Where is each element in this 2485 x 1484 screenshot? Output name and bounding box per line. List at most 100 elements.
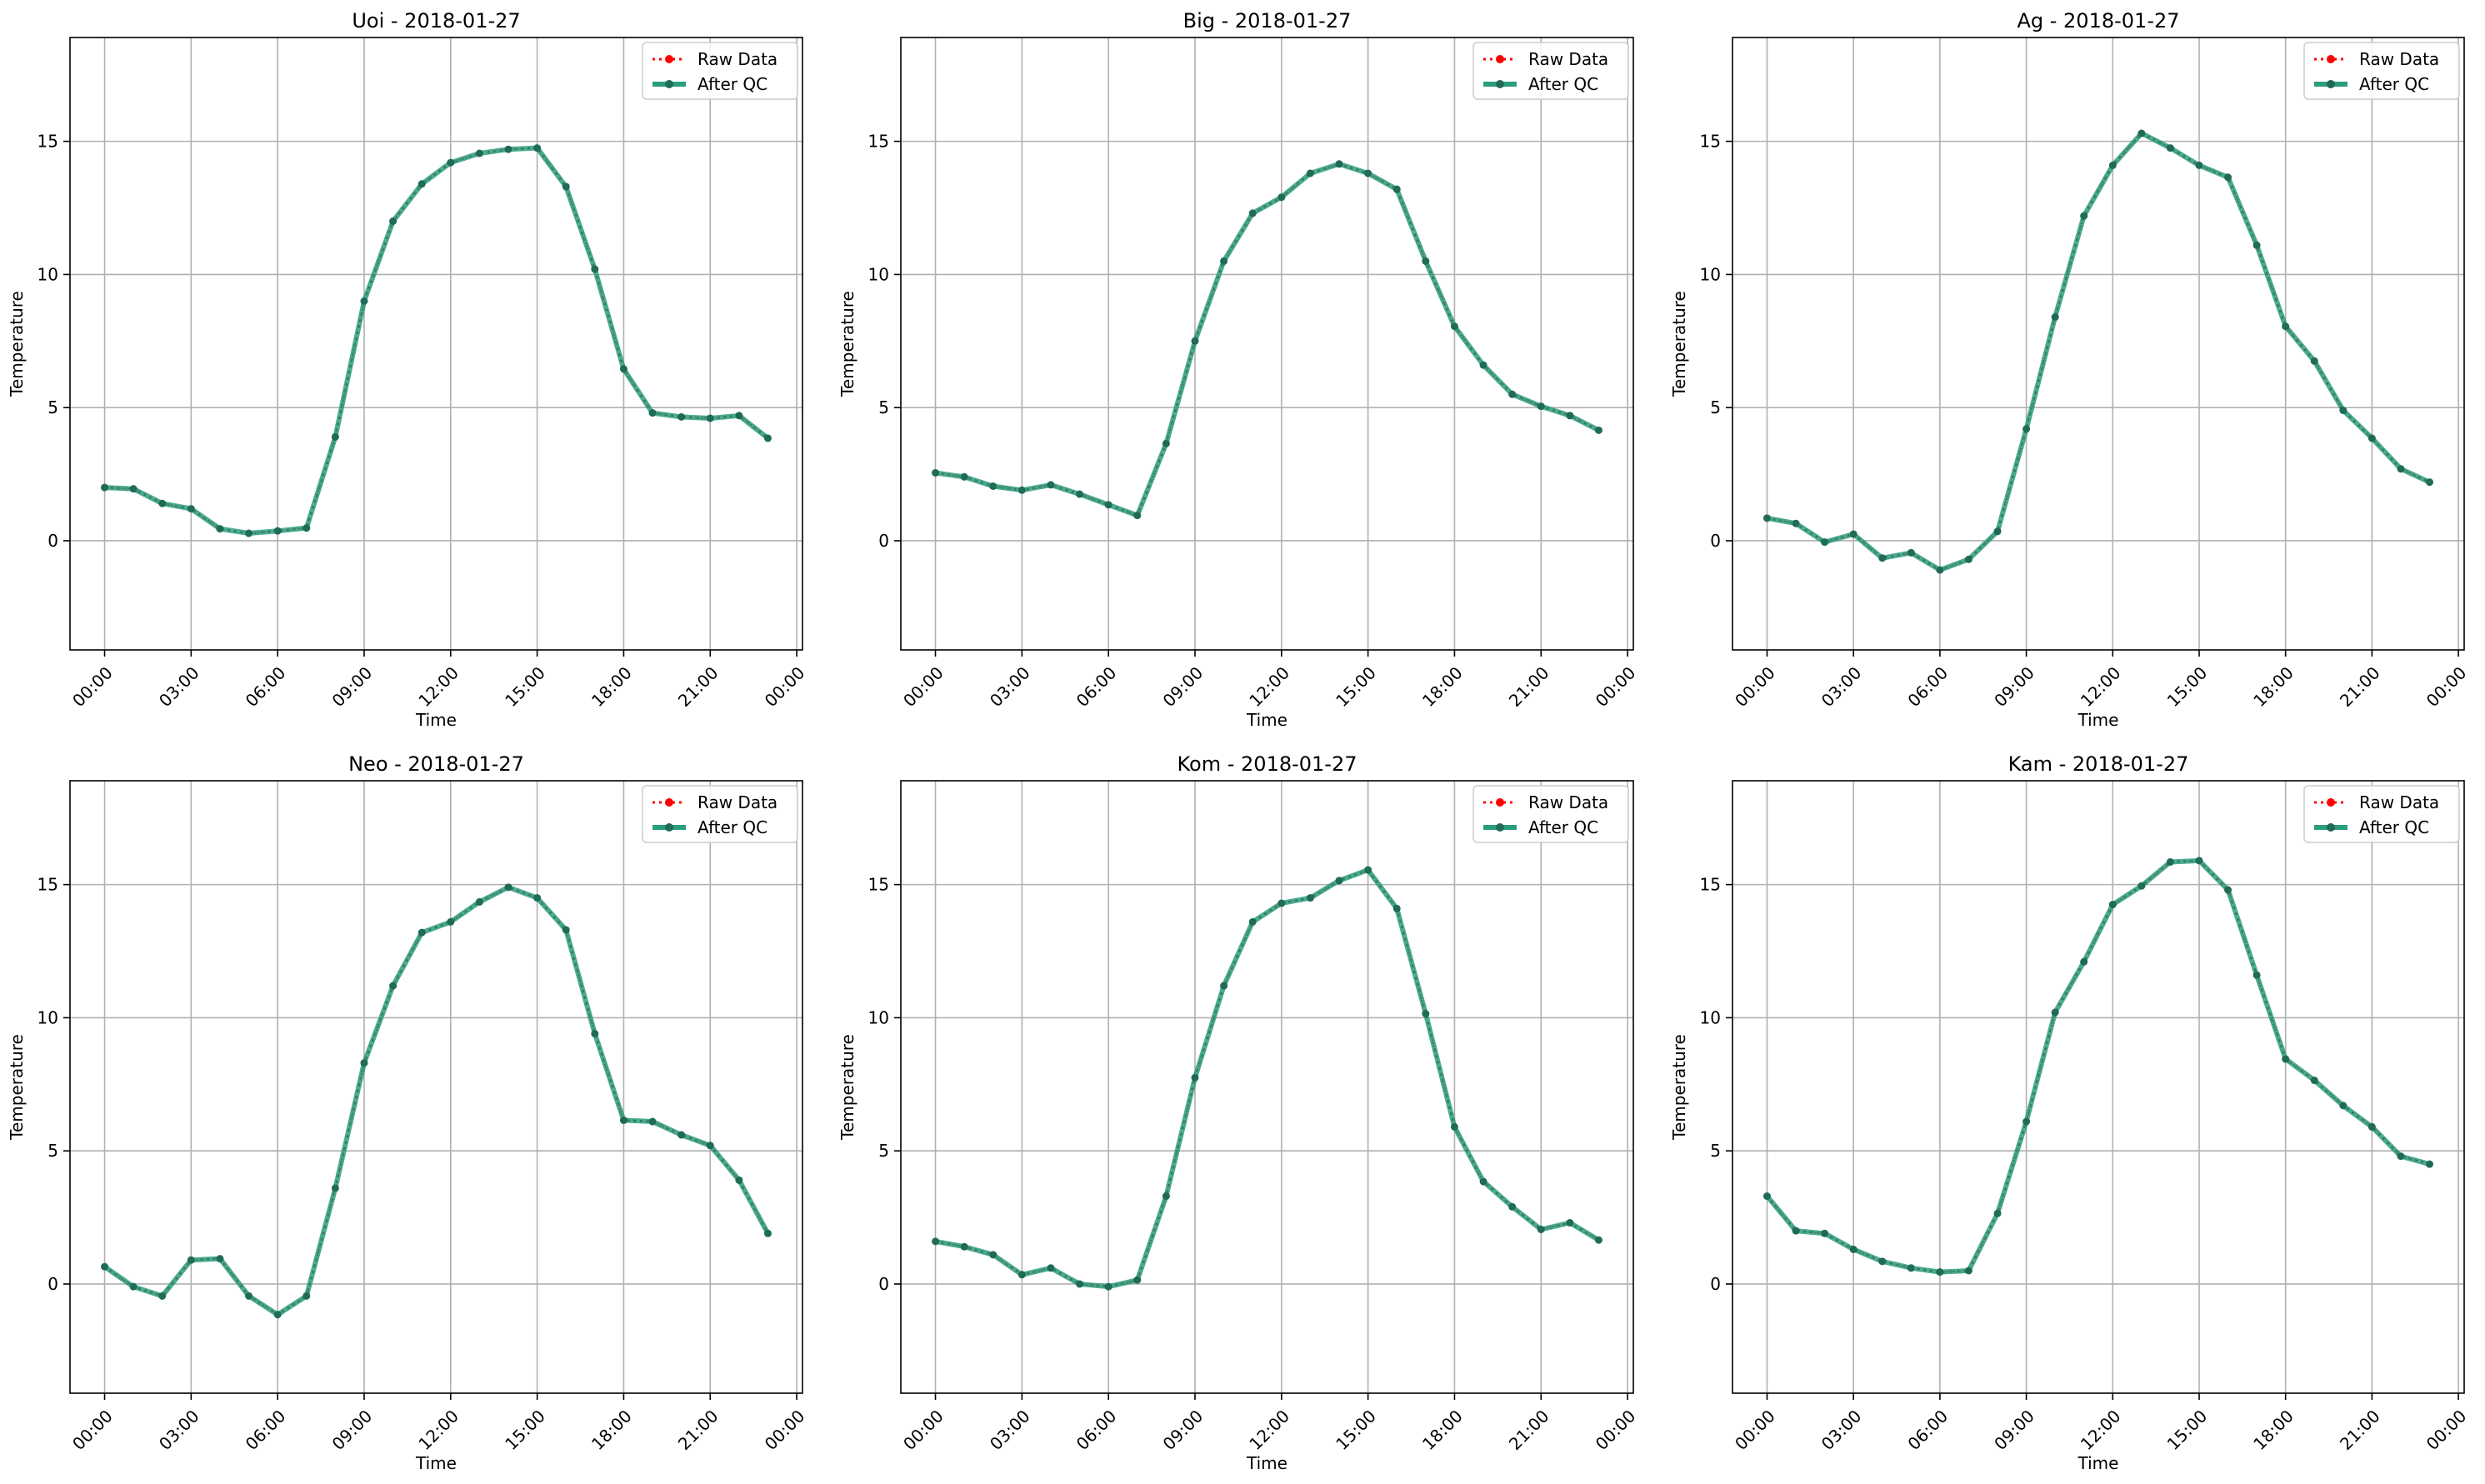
x-tick-label: 00:00 xyxy=(68,1406,117,1454)
x-tick-label: 21:00 xyxy=(2336,1406,2384,1454)
y-axis-label: Temperature xyxy=(1669,291,1689,397)
data-point-qc xyxy=(1821,538,1829,547)
data-point-qc xyxy=(1162,1192,1170,1201)
y-axis-label: Temperature xyxy=(838,291,858,397)
data-point-qc xyxy=(302,524,311,532)
data-point-qc xyxy=(1018,1271,1026,1279)
data-point-qc xyxy=(2426,1160,2434,1168)
x-tick-label: 09:00 xyxy=(328,1406,377,1454)
data-point-qc xyxy=(2195,161,2203,169)
series-line-raw xyxy=(103,886,769,1317)
x-tick-label: 03:00 xyxy=(155,1406,203,1454)
plot-frame xyxy=(1732,780,2465,1394)
series-after-qc xyxy=(1762,857,2434,1277)
x-tick-label: 09:00 xyxy=(1990,1406,2038,1454)
y-tick-label: 5 xyxy=(878,397,889,417)
series-raw-data xyxy=(101,883,772,1318)
legend-marker-raw xyxy=(2327,798,2335,807)
plot-frame xyxy=(69,780,803,1394)
series-line-raw xyxy=(1766,859,2430,1274)
data-point-qc xyxy=(129,1282,138,1291)
data-point-qc xyxy=(2339,1102,2348,1110)
x-tick-label: 12:00 xyxy=(1245,662,1293,711)
data-point-qc xyxy=(504,883,512,892)
y-tick-label: 10 xyxy=(1700,264,1721,284)
series-line-qc xyxy=(104,145,770,536)
y-tick-label: 15 xyxy=(38,132,58,152)
series-line-raw-overlay xyxy=(1766,859,2430,1273)
data-point-qc xyxy=(1133,512,1142,520)
series-after-qc xyxy=(932,866,1602,1291)
legend-marker-raw xyxy=(2327,55,2335,63)
legend-marker-qc xyxy=(2327,823,2335,832)
data-point-qc xyxy=(2138,882,2146,890)
legend-label-qc: After QC xyxy=(1528,74,1598,94)
y-tick-label: 10 xyxy=(1700,1007,1721,1027)
data-point-qc xyxy=(2080,212,2088,220)
y-tick-label: 0 xyxy=(878,1274,889,1294)
data-point-qc xyxy=(389,217,398,225)
data-point-qc xyxy=(360,1059,368,1067)
data-point-qc xyxy=(1508,1202,1517,1211)
y-tick-label: 0 xyxy=(878,531,889,551)
x-tick-label: 18:00 xyxy=(588,662,636,711)
data-point-qc xyxy=(273,1311,282,1319)
data-point-qc xyxy=(678,1131,686,1139)
x-tick-label: 21:00 xyxy=(1505,1406,1553,1454)
series-line-qc xyxy=(935,161,1600,518)
data-point-qc xyxy=(1821,1229,1829,1237)
data-point-qc xyxy=(1479,361,1488,369)
x-tick-label: 00:00 xyxy=(761,1406,809,1454)
legend: Raw Data After QC xyxy=(642,42,798,100)
data-point-qc xyxy=(447,917,455,926)
series-line-raw-overlay xyxy=(935,868,1600,1288)
series-raw-data xyxy=(101,144,772,537)
legend-label-raw: Raw Data xyxy=(698,49,778,69)
data-point-qc xyxy=(1964,1267,1972,1275)
x-tick-label: 00:00 xyxy=(899,1406,948,1454)
x-tick-label: 15:00 xyxy=(1332,662,1380,711)
x-tick-label: 15:00 xyxy=(501,1406,549,1454)
legend-marker-raw xyxy=(665,55,673,63)
data-point-qc xyxy=(1936,1268,1944,1277)
data-point-qc xyxy=(1792,519,1800,527)
data-point-qc xyxy=(2426,478,2434,487)
y-tick-label: 10 xyxy=(868,264,889,284)
series-after-qc xyxy=(101,883,772,1319)
y-tick-label: 0 xyxy=(48,531,58,551)
data-point-qc xyxy=(1133,1276,1142,1284)
y-tick-label: 15 xyxy=(1700,875,1721,895)
x-tick-label: 00:00 xyxy=(761,662,809,711)
y-tick-label: 0 xyxy=(48,1274,58,1294)
data-point-qc xyxy=(1450,1122,1458,1131)
data-point-qc xyxy=(2022,425,2031,433)
y-tick-label: 15 xyxy=(1700,132,1721,152)
x-tick-label: 21:00 xyxy=(674,662,722,711)
x-tick-label: 06:00 xyxy=(1903,662,1952,711)
data-point-qc xyxy=(591,1030,599,1038)
x-tick-label: 00:00 xyxy=(899,662,948,711)
x-tick-label: 00:00 xyxy=(68,662,117,711)
data-point-qc xyxy=(1220,257,1228,265)
y-tick-label: 5 xyxy=(878,1141,889,1161)
chart-title: Neo - 2018-01-27 xyxy=(348,752,524,776)
legend-marker-qc xyxy=(665,80,673,88)
data-point-qc xyxy=(2051,313,2059,322)
data-point-qc xyxy=(2397,1152,2405,1161)
x-tick-label: 18:00 xyxy=(2249,1406,2298,1454)
data-point-qc xyxy=(187,1256,195,1264)
data-point-qc xyxy=(1076,1280,1084,1288)
data-point-qc xyxy=(2080,957,2088,966)
data-point-qc xyxy=(1907,548,1915,557)
x-tick-label: 03:00 xyxy=(1818,662,1866,711)
x-tick-label: 00:00 xyxy=(1731,1406,1779,1454)
data-point-qc xyxy=(1392,904,1401,912)
x-tick-label: 12:00 xyxy=(2077,1406,2125,1454)
x-tick-label: 09:00 xyxy=(328,662,377,711)
data-point-qc xyxy=(1849,1245,1858,1253)
data-point-qc xyxy=(1936,566,1944,574)
data-point-qc xyxy=(1422,257,1430,265)
x-tick-label: 00:00 xyxy=(1592,1406,1640,1454)
legend-marker-qc xyxy=(2327,80,2335,88)
data-point-qc xyxy=(1878,554,1887,562)
